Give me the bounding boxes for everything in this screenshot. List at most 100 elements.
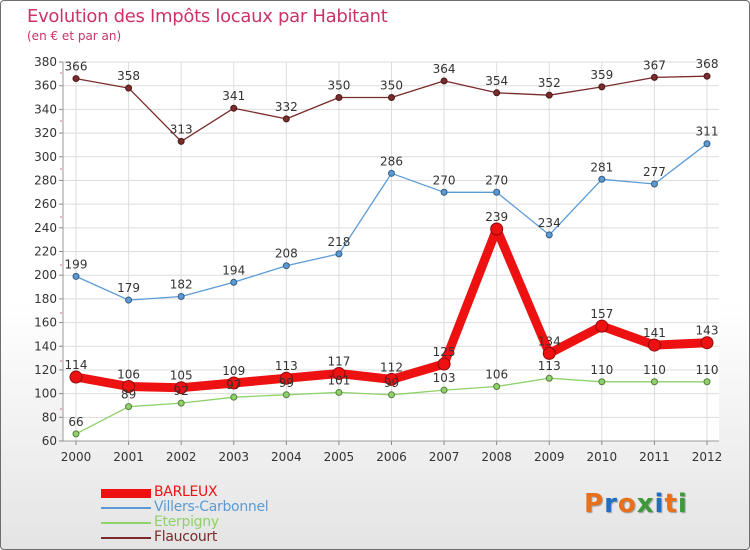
y-tick-label: 280 (34, 173, 57, 187)
data-point-villers-carbonnel (650, 180, 658, 188)
data-point-flaucourt (703, 72, 711, 80)
data-point-flaucourt (72, 75, 80, 83)
legend-swatch (101, 537, 151, 539)
data-label-flaucourt: 368 (696, 57, 719, 71)
data-label-flaucourt: 350 (327, 79, 350, 93)
data-point-flaucourt (440, 77, 448, 85)
proxiti-logo: Proxiti (584, 489, 688, 519)
y-tick-label: 220 (34, 245, 57, 259)
legend-swatch (101, 522, 151, 524)
data-label-villers-carbonnel: 311 (696, 125, 719, 139)
data-point-eterpigny (545, 374, 553, 382)
data-point-villers-carbonnel (125, 296, 133, 304)
data-point-flaucourt (598, 83, 606, 91)
y-tick-label: 300 (34, 150, 57, 164)
data-point-eterpigny (282, 391, 290, 399)
data-point-villers-carbonnel (335, 250, 343, 258)
y-tick-label: 380 (34, 55, 57, 69)
data-point-eterpigny (335, 388, 343, 396)
x-tick-label: 2007 (429, 450, 460, 464)
legend-label: Eterpigny (154, 514, 219, 530)
data-point-flaucourt (493, 89, 501, 97)
data-point-eterpigny (703, 378, 711, 386)
data-label-eterpigny: 89 (121, 388, 136, 402)
logo-letter: x (636, 489, 655, 519)
data-point-eterpigny (125, 403, 133, 411)
data-label-barleux: 125 (433, 345, 456, 359)
data-point-villers-carbonnel (282, 262, 290, 270)
data-label-villers-carbonnel: 277 (643, 165, 666, 179)
data-point-barleux (490, 222, 504, 236)
y-tick-label: 180 (34, 292, 57, 306)
legend-label: Flaucourt (154, 529, 218, 545)
y-tick-label: 100 (34, 387, 57, 401)
data-label-villers-carbonnel: 182 (170, 278, 193, 292)
data-label-flaucourt: 341 (222, 89, 245, 103)
legend-label: BARLEUX (154, 484, 218, 500)
y-tick-label: 160 (34, 316, 57, 330)
chart-subtitle: (en € et par an) (27, 29, 122, 43)
data-label-barleux: 109 (222, 364, 245, 378)
data-point-barleux (647, 338, 661, 352)
data-label-villers-carbonnel: 270 (485, 173, 508, 187)
data-label-eterpigny: 110 (590, 363, 613, 377)
data-label-barleux: 105 (170, 369, 193, 383)
data-label-eterpigny: 99 (384, 376, 399, 390)
data-point-barleux (122, 380, 136, 394)
y-tick-label: 360 (34, 79, 57, 93)
y-tick-label: 120 (34, 363, 57, 377)
data-label-eterpigny: 99 (279, 376, 294, 390)
x-tick-label: 2008 (481, 450, 512, 464)
logo-letter: i (677, 489, 688, 519)
data-label-villers-carbonnel: 199 (65, 257, 88, 271)
data-point-barleux (700, 336, 714, 350)
data-point-barleux (69, 370, 83, 384)
data-label-barleux: 239 (485, 210, 508, 224)
data-point-eterpigny (493, 383, 501, 391)
data-label-eterpigny: 110 (696, 363, 719, 377)
data-point-eterpigny (177, 399, 185, 407)
data-point-barleux (174, 381, 188, 395)
axes: 60 80 100 120 140 160 180 200 220 240 260 280 300 320… (34, 55, 722, 464)
x-tick-label: 2011 (639, 450, 670, 464)
data-label-eterpigny: 66 (68, 415, 83, 429)
y-tick-label: 320 (34, 126, 57, 140)
data-label-barleux: 106 (117, 368, 140, 382)
data-label-flaucourt: 354 (485, 74, 508, 88)
data-label-villers-carbonnel: 218 (327, 235, 350, 249)
data-label-eterpigny: 97 (226, 378, 241, 392)
data-point-flaucourt (125, 84, 133, 92)
data-point-barleux (542, 346, 556, 360)
data-point-barleux (437, 357, 451, 371)
data-label-eterpigny: 113 (538, 359, 561, 373)
data-point-villers-carbonnel (493, 188, 501, 196)
series-lines (69, 72, 714, 438)
logo-letter: t (664, 489, 678, 519)
data-label-eterpigny: 103 (433, 371, 456, 385)
data-point-eterpigny (388, 391, 395, 399)
data-label-villers-carbonnel: 270 (433, 173, 456, 187)
data-point-barleux (227, 376, 241, 390)
data-label-barleux: 157 (590, 307, 613, 321)
data-label-flaucourt: 367 (643, 58, 666, 72)
data-label-barleux: 113 (275, 359, 298, 373)
data-label-eterpigny: 92 (174, 384, 189, 398)
data-label-villers-carbonnel: 194 (222, 263, 245, 277)
legend-swatch (101, 488, 151, 498)
data-point-flaucourt (177, 137, 185, 145)
data-label-flaucourt: 359 (590, 68, 613, 82)
data-label-flaucourt: 313 (170, 122, 193, 136)
data-point-villers-carbonnel (598, 175, 606, 183)
x-tick-label: 2004 (271, 450, 302, 464)
data-label-villers-carbonnel: 208 (275, 247, 298, 261)
data-point-barleux (279, 371, 293, 385)
x-tick-label: 2003 (218, 450, 249, 464)
y-tick-label: 260 (34, 197, 57, 211)
x-tick-label: 2002 (166, 450, 197, 464)
data-point-flaucourt (388, 94, 395, 102)
data-point-villers-carbonnel (72, 272, 80, 280)
chart-title: Evolution des Impôts locaux par Habitant (27, 6, 388, 27)
data-point-flaucourt (282, 115, 290, 123)
data-label-flaucourt: 352 (538, 76, 561, 90)
y-tick-label: 240 (34, 221, 57, 235)
